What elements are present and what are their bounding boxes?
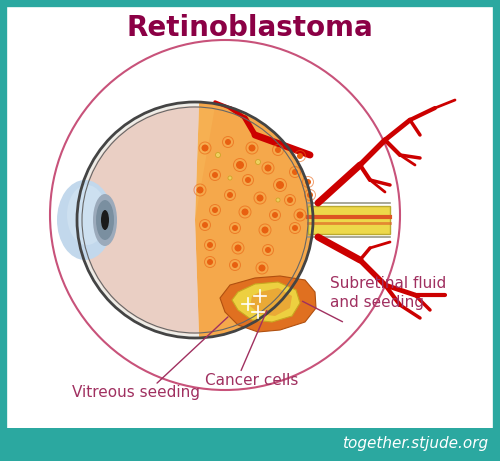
Circle shape <box>196 187 203 194</box>
Circle shape <box>262 226 268 234</box>
Circle shape <box>216 153 220 158</box>
Circle shape <box>287 197 293 203</box>
Wedge shape <box>82 107 214 307</box>
Circle shape <box>207 259 213 265</box>
Circle shape <box>248 144 256 152</box>
Ellipse shape <box>57 180 113 260</box>
Circle shape <box>212 172 218 178</box>
Wedge shape <box>77 102 199 338</box>
Circle shape <box>297 153 303 159</box>
Circle shape <box>305 179 311 185</box>
Circle shape <box>234 244 242 252</box>
Circle shape <box>245 177 251 183</box>
Text: together.stjude.org: together.stjude.org <box>342 436 488 450</box>
Circle shape <box>225 139 231 145</box>
Text: Retinoblastoma: Retinoblastoma <box>126 14 374 42</box>
Circle shape <box>275 147 281 153</box>
Circle shape <box>77 102 313 338</box>
Circle shape <box>276 181 284 189</box>
Polygon shape <box>232 282 300 322</box>
Wedge shape <box>81 106 199 334</box>
Ellipse shape <box>93 194 117 246</box>
Circle shape <box>207 242 213 248</box>
Circle shape <box>202 144 208 152</box>
Circle shape <box>307 192 313 198</box>
Circle shape <box>256 160 260 165</box>
Circle shape <box>292 169 298 175</box>
Circle shape <box>232 225 238 231</box>
Circle shape <box>242 208 248 215</box>
Circle shape <box>202 222 208 228</box>
Polygon shape <box>250 288 292 316</box>
Circle shape <box>236 161 244 169</box>
Bar <box>3 428 497 458</box>
Circle shape <box>296 212 304 219</box>
Circle shape <box>212 207 218 213</box>
Circle shape <box>265 247 271 253</box>
Circle shape <box>228 176 232 180</box>
Text: Cancer cells: Cancer cells <box>205 372 298 388</box>
Circle shape <box>232 262 238 268</box>
Circle shape <box>227 192 233 198</box>
Circle shape <box>264 165 272 171</box>
Text: Subretinal fluid
and seeding: Subretinal fluid and seeding <box>330 276 446 310</box>
Circle shape <box>276 198 280 202</box>
Circle shape <box>292 225 298 231</box>
Ellipse shape <box>67 185 107 245</box>
Ellipse shape <box>101 210 109 230</box>
FancyBboxPatch shape <box>308 206 390 234</box>
Ellipse shape <box>96 200 114 240</box>
Circle shape <box>256 195 264 201</box>
Text: Vitreous seeding: Vitreous seeding <box>72 384 200 400</box>
Circle shape <box>258 265 266 272</box>
Circle shape <box>272 212 278 218</box>
Polygon shape <box>220 276 316 332</box>
